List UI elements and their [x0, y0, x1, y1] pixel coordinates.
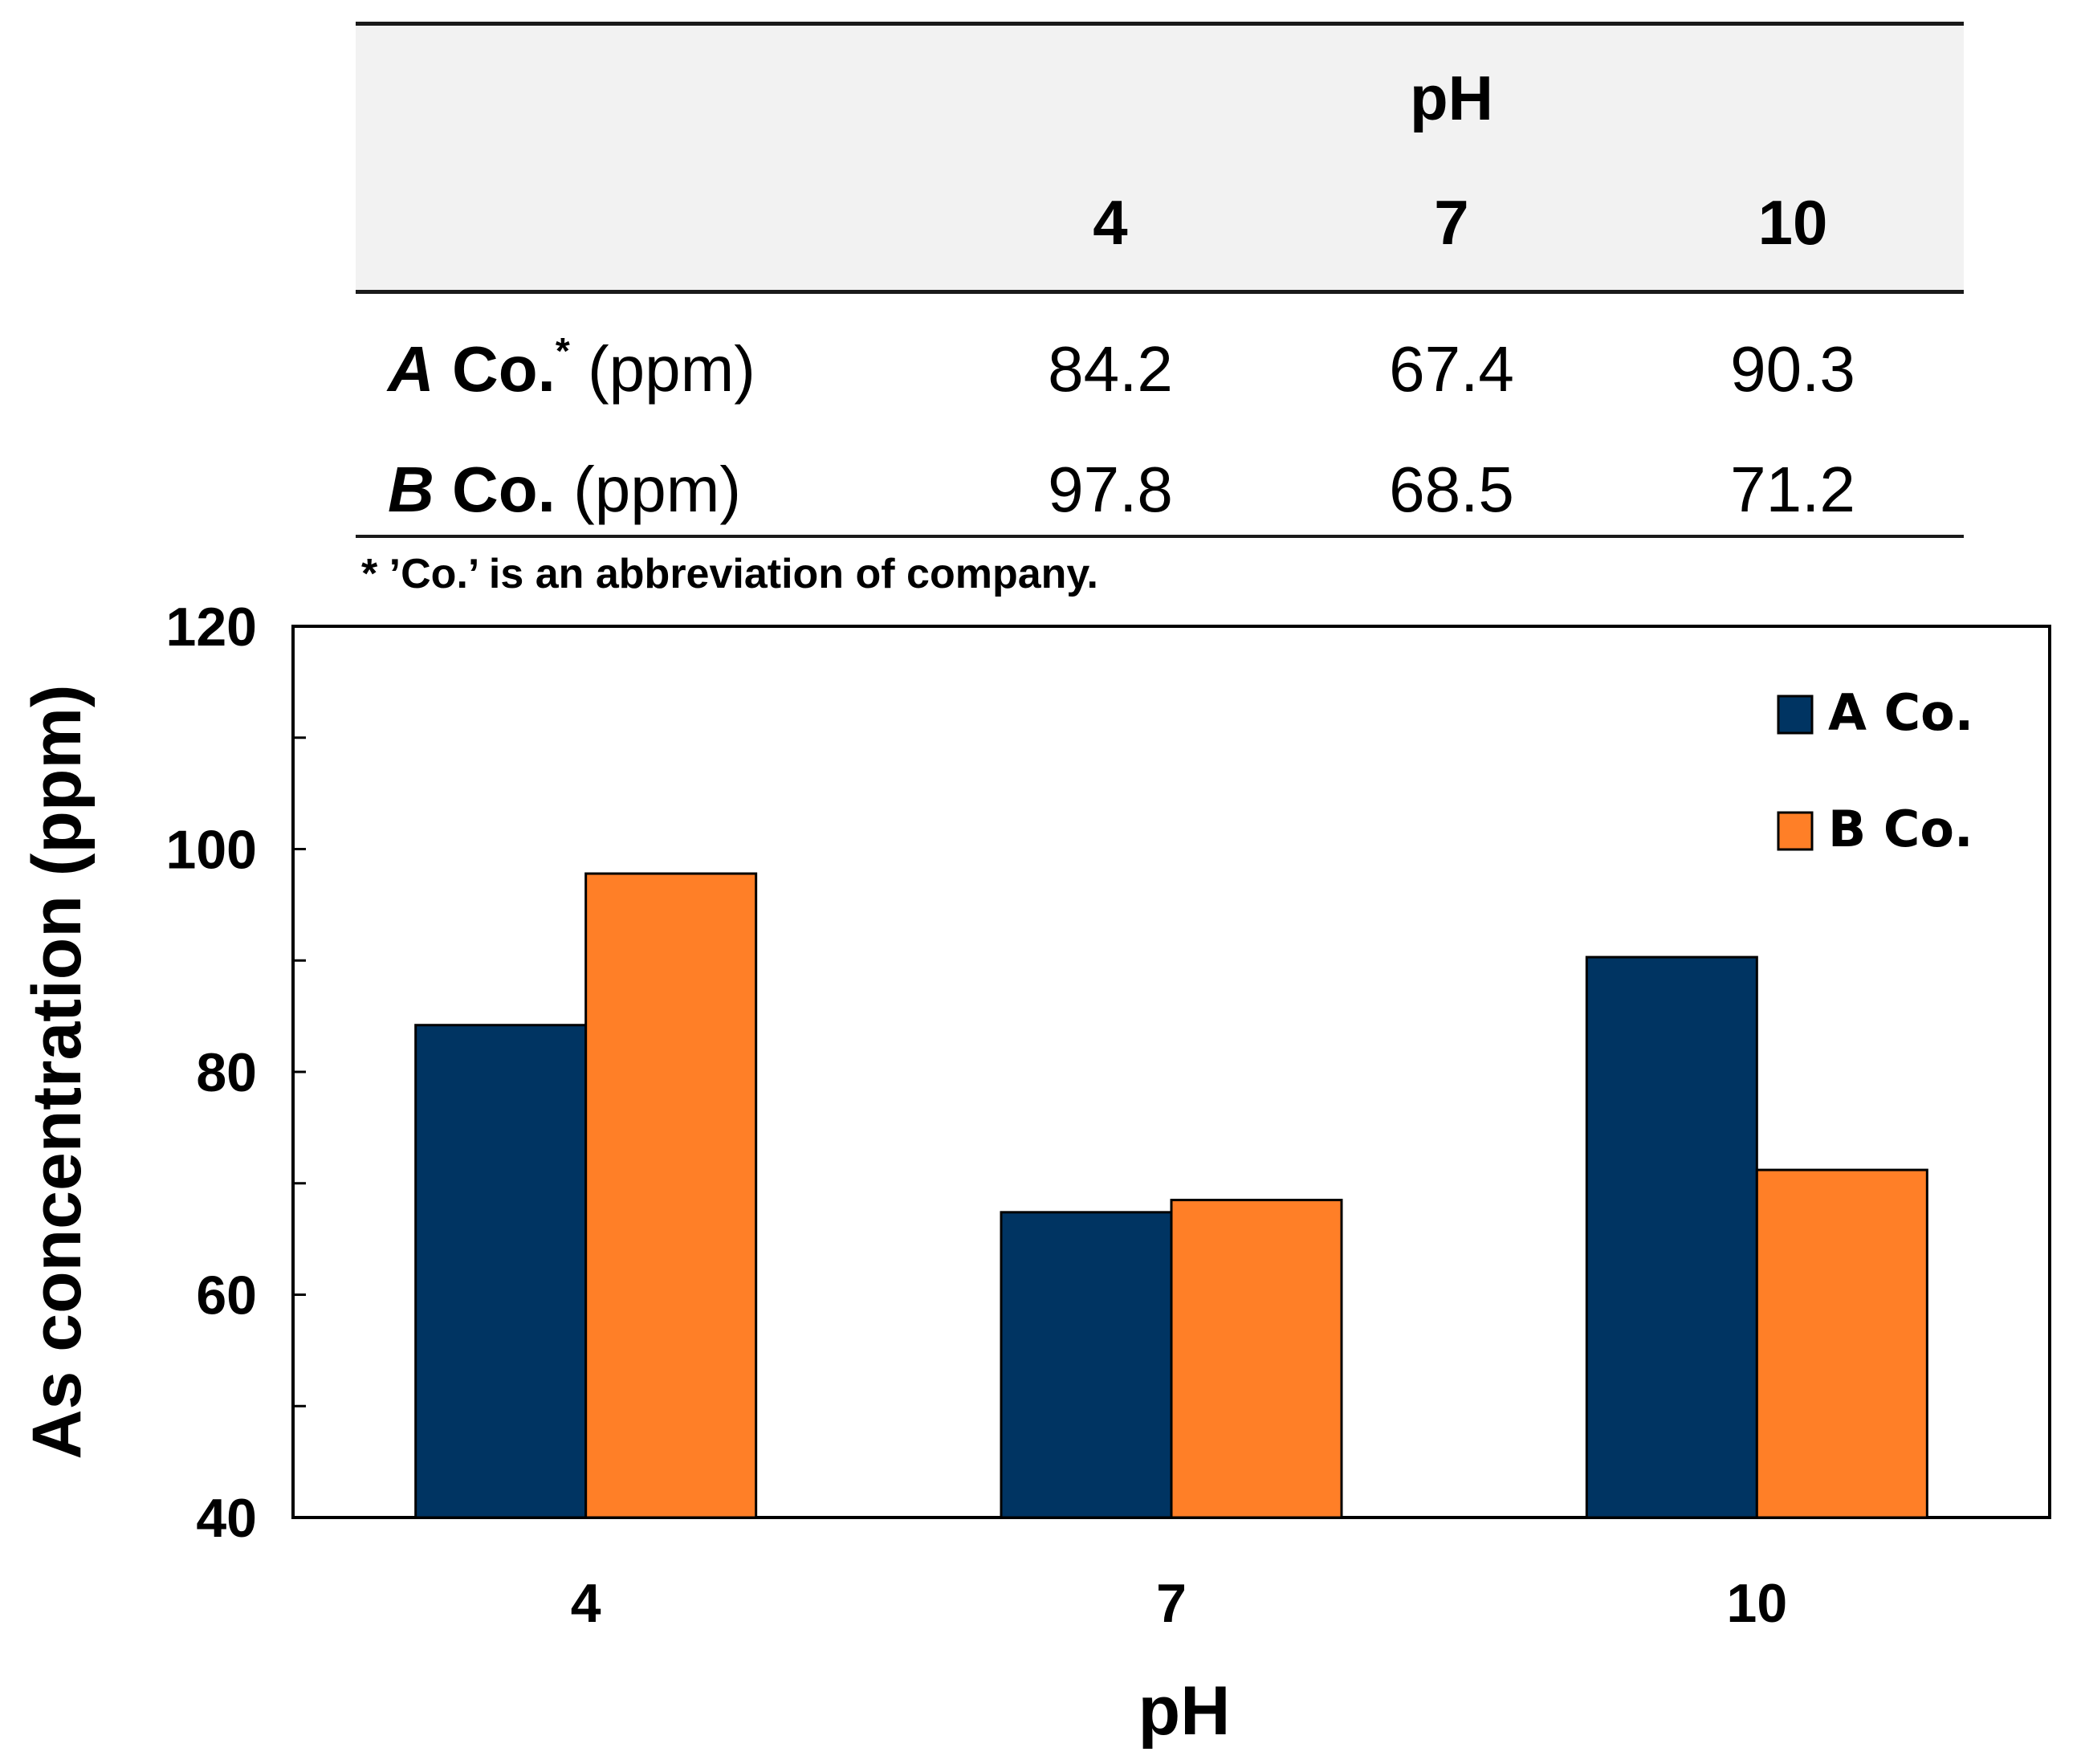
legend-swatch	[1777, 811, 1814, 851]
bar-aco-ph-4	[414, 1024, 588, 1519]
y-axis-ticks: 40 60 80 100 120	[166, 597, 306, 1549]
y-axis-title: As concentration (ppm)	[18, 684, 96, 1459]
data-table: pH 4 7 10 A Co.* (ppm) 84.2 67.4 90.3 B …	[356, 22, 1964, 538]
x-tick-label: 7	[1156, 1573, 1187, 1634]
legend-label: B Co.	[1828, 800, 1973, 858]
bar-aco-ph-7	[1000, 1211, 1173, 1519]
table-cell: 84.2	[1048, 333, 1173, 405]
table-footnote: * ’Co.’ is an abbreviation of company.	[361, 551, 1098, 597]
y-tick-label: 40	[196, 1488, 257, 1549]
table-top-rule	[356, 22, 1964, 26]
y-tick-label: 120	[166, 597, 257, 658]
legend: A Co. B Co.	[1777, 683, 1973, 858]
x-axis-tick-labels: 4 7 10	[571, 1573, 1787, 1634]
bar-chart: 40 60 80 100 120 4 7 10 pH As concentration (p…	[18, 597, 2051, 1750]
table-cell: 97.8	[1048, 454, 1173, 525]
company-letter: B	[388, 454, 434, 525]
table-cell: 90.3	[1730, 333, 1855, 405]
column-header-ph-7: 7	[1434, 187, 1469, 258]
bar-bco-ph-10	[1755, 1168, 1928, 1519]
company-letter: A	[388, 333, 434, 405]
table-cell: 67.4	[1389, 333, 1514, 405]
y-tick-label: 60	[196, 1265, 257, 1326]
column-header-ph-4: 4	[1093, 187, 1128, 258]
table-header-rule	[356, 290, 1964, 294]
bar-bco-ph-7	[1170, 1199, 1343, 1519]
unit: (ppm)	[573, 454, 742, 525]
legend-swatch	[1777, 695, 1814, 735]
company-abbrev: Co.	[452, 333, 556, 405]
legend-label: A Co.	[1828, 683, 1973, 742]
bar-aco-ph-10	[1585, 955, 1758, 1519]
x-tick-label: 4	[571, 1573, 601, 1634]
table-bottom-rule	[356, 535, 1964, 538]
table-cell: 68.5	[1389, 454, 1514, 525]
row-label-a: A Co.* (ppm)	[388, 330, 755, 406]
row-label-b: B Co. (ppm)	[388, 453, 741, 527]
table-cell: 71.2	[1730, 454, 1855, 525]
table-body: A Co.* (ppm) 84.2 67.4 90.3 B Co. (ppm) …	[356, 294, 1964, 535]
ph-group-header: pH	[1410, 63, 1493, 133]
company-abbrev: Co.	[452, 454, 556, 525]
footnote-mark: *	[555, 330, 570, 373]
unit: (ppm)	[588, 333, 755, 405]
x-axis-title: pH	[1138, 1672, 1231, 1750]
x-tick-label: 10	[1727, 1573, 1788, 1634]
column-header-ph-10: 10	[1757, 187, 1828, 258]
y-tick-label: 80	[196, 1042, 257, 1103]
table-header: pH 4 7 10	[356, 26, 1964, 290]
bar-bco-ph-4	[584, 872, 758, 1519]
bars	[414, 872, 1928, 1519]
y-tick-label: 100	[166, 820, 257, 881]
